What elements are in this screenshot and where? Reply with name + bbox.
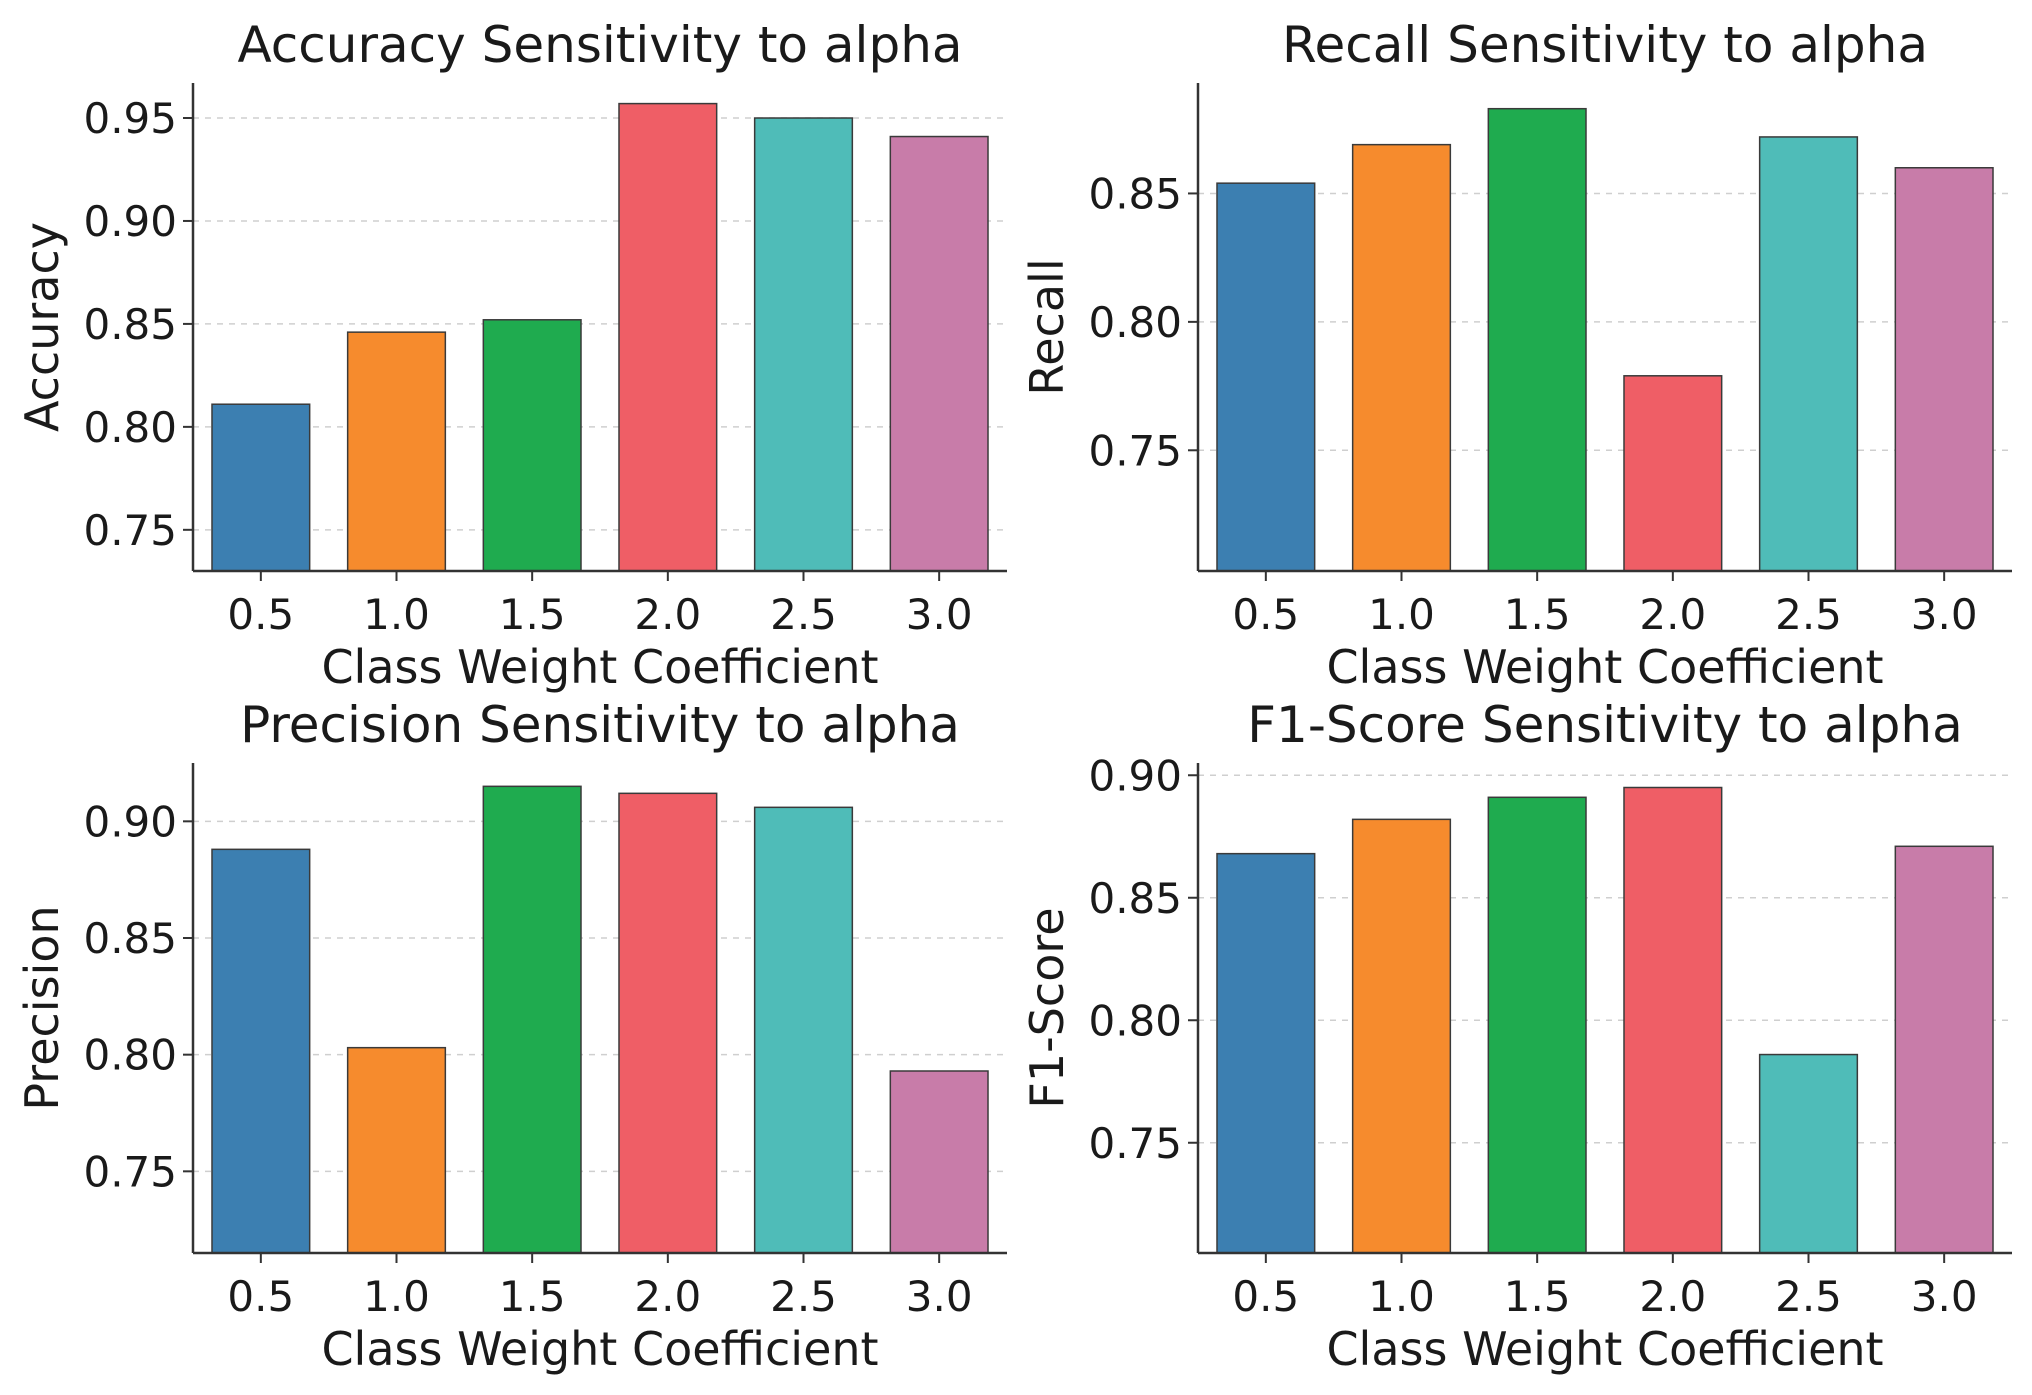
bar-0.5 bbox=[211, 403, 311, 572]
y-tick-label: 0.75 bbox=[83, 506, 177, 555]
y-tick-label: 0.90 bbox=[1088, 751, 1182, 800]
x-tick-label: 0.5 bbox=[227, 1272, 294, 1321]
bar-2.0 bbox=[618, 792, 718, 1254]
x-tick-label: 2.0 bbox=[1639, 1272, 1706, 1321]
x-tick-label: 1.0 bbox=[363, 590, 430, 639]
y-tick-label: 0.75 bbox=[1088, 1119, 1182, 1168]
y-axis-label: F1-Score bbox=[1020, 907, 1074, 1108]
y-tick-label: 0.80 bbox=[1088, 996, 1182, 1045]
x-tick-label: 1.5 bbox=[1504, 1272, 1571, 1321]
y-axis-label: Precision bbox=[15, 905, 69, 1110]
subplot-1: 0.75 0.80 0.85 0.90 0.95 0.5 1.0 1.5 2.0 2.5 3.0 Ac… bbox=[15, 16, 1007, 694]
y-tick-label: 0.90 bbox=[83, 197, 177, 246]
bar-1.0 bbox=[1351, 143, 1452, 572]
x-tick-label: 2.5 bbox=[770, 590, 837, 639]
y-tick-label: 0.95 bbox=[83, 94, 177, 143]
x-tick-label: 0.5 bbox=[227, 590, 294, 639]
y-tick-label: 0.75 bbox=[83, 1147, 177, 1196]
y-axis-label: Accuracy bbox=[15, 222, 69, 432]
x-tick-label: 2.5 bbox=[1775, 1272, 1842, 1321]
x-axis-label: Class Weight Coefficient bbox=[321, 1322, 878, 1376]
bar-1.0 bbox=[1351, 818, 1452, 1254]
x-tick-label: 1.5 bbox=[499, 590, 566, 639]
bar-3.0 bbox=[1894, 167, 1994, 572]
bar-1.5 bbox=[482, 785, 582, 1254]
x-tick-label: 3.0 bbox=[906, 1272, 973, 1321]
x-axis-label: Class Weight Coefficient bbox=[321, 640, 878, 694]
bar-1.5 bbox=[1487, 107, 1587, 572]
x-tick-label: 2.5 bbox=[770, 1272, 837, 1321]
y-tick-label: 0.85 bbox=[83, 914, 177, 963]
subplot-2: 0.75 0.80 0.85 0.5 1.0 1.5 2.0 2.5 3.0 Recall Sen… bbox=[1020, 16, 2012, 694]
chart-title: Accuracy Sensitivity to alpha bbox=[237, 16, 962, 74]
x-tick-label: 1.5 bbox=[499, 1272, 566, 1321]
y-axis-label: Recall bbox=[1020, 258, 1074, 395]
x-tick-label: 0.5 bbox=[1232, 1272, 1299, 1321]
bar-0.5 bbox=[1216, 182, 1316, 572]
chart-title: Precision Sensitivity to alpha bbox=[240, 696, 960, 754]
chart-title: F1-Score Sensitivity to alpha bbox=[1247, 696, 1962, 754]
bar-2.0 bbox=[618, 102, 718, 572]
y-tick-label: 0.85 bbox=[83, 300, 177, 349]
bar-1.0 bbox=[346, 331, 447, 572]
y-tick-label: 0.75 bbox=[1088, 426, 1182, 475]
bar-2.5 bbox=[753, 806, 854, 1254]
chart-title: Recall Sensitivity to alpha bbox=[1282, 16, 1928, 74]
x-tick-label: 2.0 bbox=[1639, 590, 1706, 639]
subplot-4: 0.75 0.80 0.85 0.90 0.5 1.0 1.5 2.0 2.5 3.0 F1-Sco… bbox=[1020, 696, 2012, 1376]
x-axis-label: Class Weight Coefficient bbox=[1326, 640, 1883, 694]
x-tick-label: 1.5 bbox=[1504, 590, 1571, 639]
bar-2.0 bbox=[1623, 786, 1723, 1254]
x-tick-label: 1.0 bbox=[363, 1272, 430, 1321]
bar-3.0 bbox=[889, 135, 989, 572]
bar-2.5 bbox=[753, 117, 854, 572]
x-tick-label: 0.5 bbox=[1232, 590, 1299, 639]
bar-3.0 bbox=[889, 1070, 989, 1254]
y-tick-label: 0.85 bbox=[1088, 874, 1182, 923]
bar-2.5 bbox=[1758, 1053, 1859, 1254]
x-tick-label: 2.0 bbox=[634, 1272, 701, 1321]
bar-1.5 bbox=[482, 319, 582, 572]
x-tick-label: 1.0 bbox=[1368, 590, 1435, 639]
bar-3.0 bbox=[1894, 845, 1994, 1254]
bar-0.5 bbox=[1216, 852, 1316, 1254]
y-tick-label: 0.80 bbox=[83, 1031, 177, 1080]
bar-2.5 bbox=[1758, 136, 1859, 572]
y-tick-label: 0.90 bbox=[83, 797, 177, 846]
bar-0.5 bbox=[211, 848, 311, 1254]
subplot-3: 0.75 0.80 0.85 0.90 0.5 1.0 1.5 2.0 2.5 3.0 Precis… bbox=[15, 696, 1007, 1376]
bar-1.5 bbox=[1487, 796, 1587, 1254]
x-tick-label: 1.0 bbox=[1368, 1272, 1435, 1321]
x-tick-label: 2.0 bbox=[634, 590, 701, 639]
x-tick-label: 3.0 bbox=[1911, 1272, 1978, 1321]
y-tick-label: 0.80 bbox=[83, 403, 177, 452]
bar-1.0 bbox=[346, 1046, 447, 1254]
x-tick-label: 3.0 bbox=[1911, 590, 1978, 639]
y-tick-label: 0.85 bbox=[1088, 169, 1182, 218]
bar-2.0 bbox=[1623, 375, 1723, 572]
x-axis-label: Class Weight Coefficient bbox=[1326, 1322, 1883, 1376]
x-tick-label: 3.0 bbox=[906, 590, 973, 639]
y-tick-label: 0.80 bbox=[1088, 298, 1182, 347]
x-tick-label: 2.5 bbox=[1775, 590, 1842, 639]
